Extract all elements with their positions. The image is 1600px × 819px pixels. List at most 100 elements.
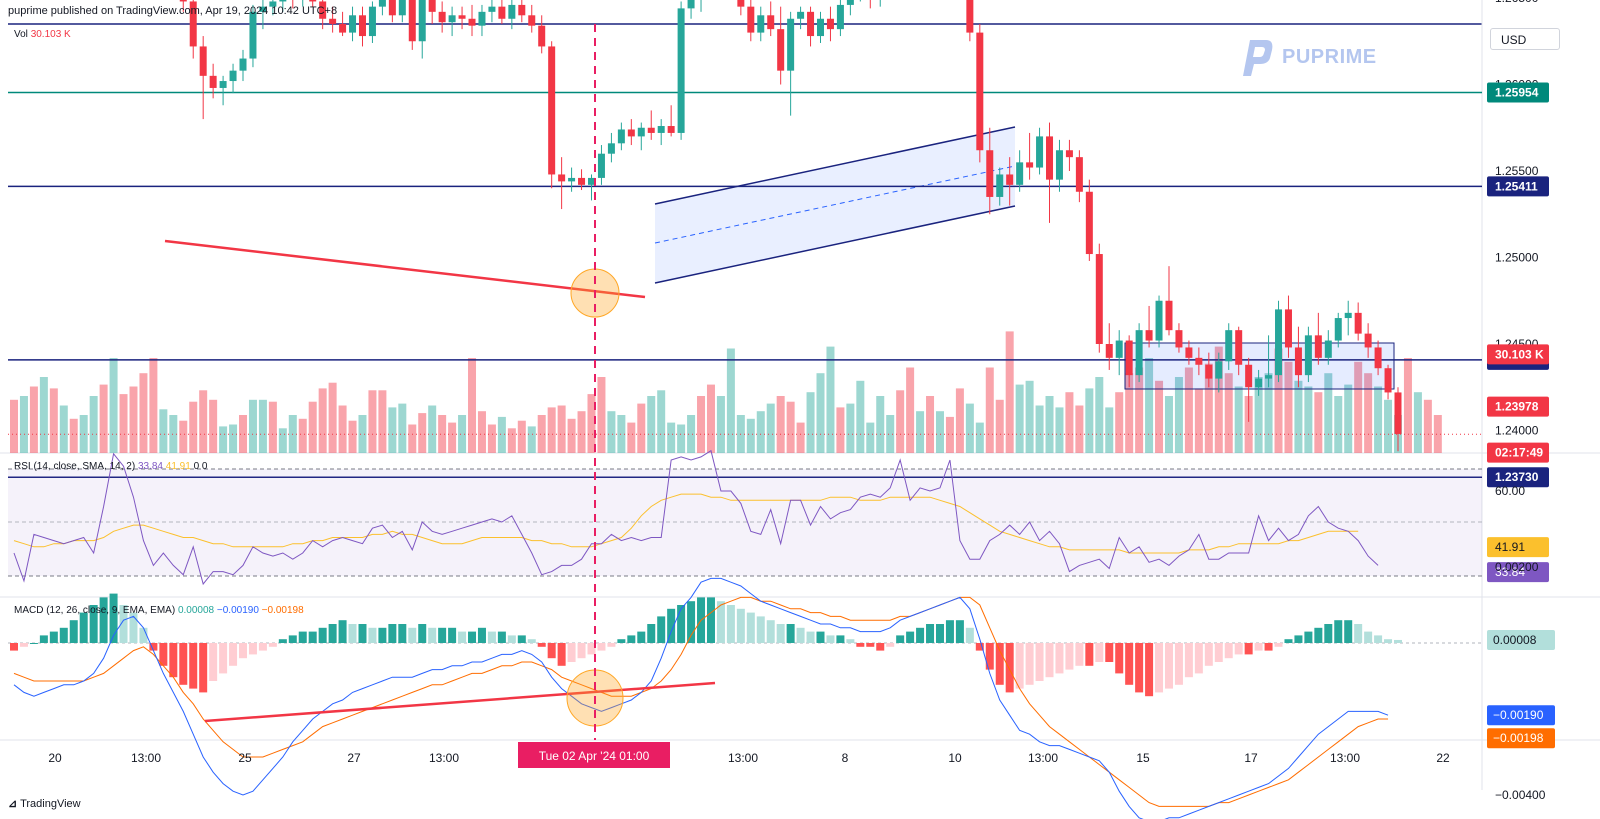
macd-signal-line: [13, 596, 1389, 807]
volume-bar: [756, 411, 765, 453]
candle-body: [1245, 364, 1253, 388]
volume-bar: [567, 418, 576, 453]
macd-histogram-bar: [139, 627, 148, 643]
volume-bar: [1274, 348, 1283, 453]
volume-bar: [79, 415, 88, 453]
currency-selector[interactable]: USD: [1490, 28, 1560, 50]
brand-logo: PUPRIME: [1240, 36, 1377, 78]
macd-badge-label: −0.00198: [1493, 731, 1544, 745]
volume-bar: [1174, 377, 1183, 453]
volume-bar: [926, 396, 935, 453]
candle-body: [986, 150, 994, 197]
macd-histogram-bar: [1055, 643, 1064, 674]
brand-name: PUPRIME: [1282, 45, 1377, 68]
volume-bar: [1105, 407, 1114, 453]
candle-body: [677, 8, 685, 133]
volume-bar: [139, 373, 148, 453]
volume-bar: [597, 377, 606, 453]
volume-bar: [497, 416, 506, 453]
candle-body: [329, 18, 337, 24]
volume-bar: [189, 401, 198, 453]
candle-body: [568, 177, 576, 182]
volume-bar: [1015, 384, 1024, 453]
volume-bar: [627, 422, 636, 453]
volume-bar: [1384, 399, 1393, 453]
macd-histogram-bar: [318, 627, 327, 643]
volume-bar: [408, 424, 417, 453]
macd-histogram-bar: [1304, 631, 1313, 643]
candle-body: [657, 126, 665, 133]
candle-body: [1324, 340, 1332, 358]
macd-histogram-bar: [1085, 643, 1094, 666]
macd-histogram-bar: [1264, 643, 1273, 651]
volume-bar: [149, 358, 158, 453]
volume-bar: [1115, 392, 1124, 453]
macd-histogram-bar: [308, 631, 317, 643]
macd-histogram-bar: [468, 631, 477, 643]
volume-bar: [816, 373, 825, 453]
candle-body: [558, 174, 566, 182]
volume-bar: [348, 420, 357, 453]
price-channel-lower: [654, 205, 1016, 284]
macd-histogram-bar: [557, 643, 566, 666]
candle-body: [1394, 392, 1402, 434]
volume-bar: [179, 420, 188, 453]
macd-histogram-bar: [1005, 643, 1014, 693]
volume-bar: [368, 390, 377, 453]
volume-bar: [945, 416, 954, 453]
volume-bar: [587, 394, 596, 453]
macd-histogram-bar: [428, 627, 437, 643]
candle-body: [1085, 191, 1093, 255]
macd-histogram-bar: [1294, 635, 1303, 643]
candle-body: [209, 75, 217, 88]
volume-bar: [1095, 377, 1104, 453]
macd-histogram-bar: [477, 627, 486, 643]
candle-body: [637, 127, 645, 137]
candle-body: [518, 4, 526, 16]
tradingview-footer: ⊿ TradingView: [8, 797, 81, 810]
macd-histogram-bar: [567, 643, 576, 662]
price-badge-label: 1.25954: [1495, 85, 1539, 99]
macd-histogram-bar: [189, 643, 198, 689]
candle-body: [737, 0, 745, 7]
candle-body: [1125, 340, 1133, 376]
price-badge: [1487, 344, 1549, 365]
candle-body: [179, 0, 187, 2]
candle-body: [1175, 330, 1183, 348]
macd-histogram-bar: [59, 627, 68, 643]
price-badge: [1487, 467, 1549, 488]
candle-body: [647, 127, 655, 133]
macd-histogram-bar: [149, 643, 158, 651]
macd-badge-label: −0.00190: [1493, 708, 1544, 722]
volume-bar: [886, 415, 895, 453]
volume-bar: [1374, 386, 1383, 453]
candle-body: [757, 15, 765, 33]
volume-bar: [866, 422, 875, 453]
volume-bar: [1155, 380, 1164, 453]
price-tick: 1.25000: [1495, 251, 1539, 265]
macd-trendline: [204, 681, 716, 723]
macd-histogram-bar: [179, 643, 188, 685]
candle-body: [1364, 333, 1372, 348]
x-axis-label: 25: [238, 751, 252, 765]
volume-bar: [1184, 367, 1193, 453]
volume-bar: [1005, 331, 1014, 453]
macd-tick: −0.00400: [1495, 788, 1546, 802]
candle-body: [617, 129, 625, 144]
price-badge: [1487, 442, 1549, 463]
macd-histogram-bar: [388, 624, 397, 643]
candle-body: [1354, 312, 1362, 334]
macd-histogram-bar: [10, 643, 18, 651]
macd-histogram-bar: [955, 620, 964, 643]
volume-bar: [219, 426, 228, 453]
macd-histogram-bar: [169, 643, 178, 678]
candle-body: [279, 0, 287, 2]
volume-bar: [1334, 396, 1343, 453]
macd-histogram-bar: [1045, 643, 1054, 678]
candle-body: [199, 46, 207, 76]
macd-histogram-bar: [796, 627, 805, 643]
macd-histogram-bar: [627, 635, 636, 643]
macd-histogram-bar: [687, 601, 696, 643]
macd-histogram-bar: [1105, 643, 1114, 662]
